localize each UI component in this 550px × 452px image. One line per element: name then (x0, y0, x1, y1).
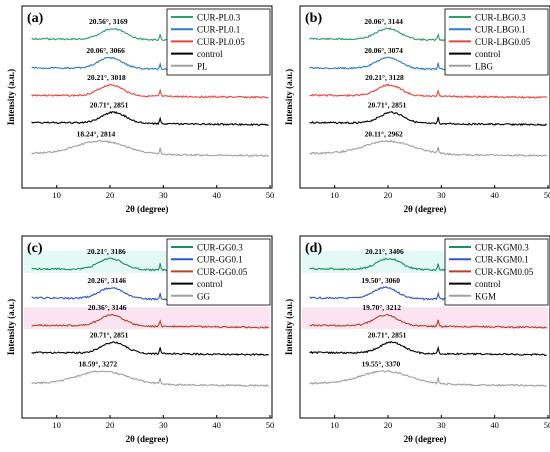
legend-label: CUR-GG0.3 (197, 243, 243, 253)
legend-label: control (475, 49, 501, 59)
peak-annotation: 20.06°, 3074 (364, 46, 403, 55)
x-tick-label: 20 (106, 420, 115, 430)
peak-annotation: 19.70°, 3212 (362, 303, 401, 312)
x-tick-label: 10 (52, 190, 61, 200)
legend-label: CUR-LBG0.3 (475, 13, 526, 23)
x-tick-label: 10 (330, 420, 339, 430)
legend-label: CUR-PL0.05 (197, 37, 245, 47)
legend-label: LBG (475, 61, 494, 71)
peak-annotation: 20.21°, 3406 (365, 247, 404, 256)
x-tick-label: 50 (266, 190, 275, 200)
legend-label: CUR-LBG0.05 (475, 37, 531, 47)
chart-panel: 20.06°, 3144 20.06°, 3074 20.21°, 3128 20.7… (284, 5, 550, 214)
peak-annotation: 20.06°, 3066 (86, 46, 125, 55)
x-tick-label: 50 (544, 190, 550, 200)
panel-label: (b) (305, 11, 322, 26)
legend-label: KGM (475, 291, 496, 301)
series-line (309, 139, 548, 158)
series-line (309, 313, 547, 329)
peak-annotation: 20.21°, 3128 (365, 73, 404, 82)
series-line (309, 83, 548, 99)
x-tick-label: 30 (437, 190, 446, 200)
x-axis-label: 2θ (degree) (404, 434, 447, 444)
peak-annotation: 20.21°, 3018 (87, 73, 126, 82)
x-tick-label: 40 (490, 190, 499, 200)
y-axis-label: Intensity (a.u.) (6, 69, 16, 125)
x-tick-label: 40 (212, 190, 221, 200)
chart-panel: 20.21°, 3186 20.26°, 3146 20.36°, 3146 20.7… (6, 235, 275, 444)
legend-label: CUR-KGM0.3 (475, 243, 529, 253)
legend-label: CUR-LBG0.1 (475, 25, 526, 35)
x-tick-label: 40 (212, 420, 221, 430)
legend-label: CUR-GG0.1 (197, 255, 243, 265)
peak-annotation: 20.26°, 3146 (87, 276, 126, 285)
x-tick-label: 50 (544, 420, 550, 430)
peak-annotation: 20.71°, 2851 (90, 330, 129, 339)
x-tick-label: 10 (52, 420, 61, 430)
peak-annotation: 18.24°, 2814 (77, 129, 116, 138)
series-line (31, 341, 269, 356)
x-tick-label: 10 (330, 190, 339, 200)
peak-annotation: 20.06°, 3144 (364, 17, 403, 26)
panel-label: (d) (305, 241, 322, 256)
legend-label: PL (197, 61, 208, 71)
series-line (31, 313, 270, 329)
legend-label: control (475, 279, 501, 289)
x-tick-label: 50 (266, 420, 275, 430)
x-tick-label: 30 (437, 420, 446, 430)
panel-label: (a) (27, 11, 44, 26)
x-tick-label: 20 (384, 190, 393, 200)
series-line (309, 369, 547, 388)
peak-annotation: 20.71°, 2851 (90, 100, 129, 109)
y-axis-label: Intensity (a.u.) (6, 299, 16, 355)
plot-frame (299, 5, 550, 189)
x-axis-label: 2θ (degree) (404, 204, 447, 214)
series-line (31, 83, 269, 99)
legend-label: CUR-GG0.05 (197, 267, 248, 277)
legend-label: control (197, 49, 223, 59)
x-tick-label: 20 (384, 420, 393, 430)
x-tick-label: 30 (159, 420, 168, 430)
legend-label: CUR-PL0.1 (197, 25, 240, 35)
x-axis-label: 2θ (degree) (126, 204, 169, 214)
plot-frame (299, 235, 550, 419)
legend-label: GG (197, 291, 210, 301)
series-line (309, 340, 547, 356)
x-tick-label: 40 (490, 420, 499, 430)
legend-label: control (197, 279, 223, 289)
panel-label: (c) (27, 241, 43, 256)
plot-frame (21, 5, 273, 189)
peak-annotation: 20.11°, 2962 (365, 129, 403, 138)
highlight-band (24, 307, 270, 330)
legend-label: CUR-PL0.3 (197, 13, 241, 23)
peak-annotation: 20.71°, 2851 (368, 100, 407, 109)
x-tick-label: 30 (159, 190, 168, 200)
y-axis-label: Intensity (a.u.) (284, 299, 294, 355)
peak-annotation: 20.71°, 2851 (368, 330, 407, 339)
peak-annotation: 20.56°, 3169 (89, 17, 128, 26)
peak-annotation: 18.59°, 3272 (78, 359, 117, 368)
series-line (31, 139, 269, 158)
peak-annotation: 20.36°, 3146 (88, 303, 127, 312)
chart-panel: 20.21°, 3406 19.50°, 3060 19.70°, 3212 20.7… (284, 235, 550, 444)
x-tick-label: 20 (106, 190, 115, 200)
series-line (31, 110, 269, 127)
peak-annotation: 20.21°, 3186 (87, 247, 126, 256)
plot-frame (21, 235, 273, 419)
x-axis-label: 2θ (degree) (126, 434, 169, 444)
legend-label: CUR-KGM0.05 (475, 267, 534, 277)
peak-annotation: 19.50°, 3060 (361, 276, 400, 285)
chart-panel: 20.56°, 3169 20.06°, 3066 20.21°, 3018 20.7… (6, 5, 275, 214)
series-line (31, 370, 269, 388)
legend-label: CUR-KGM0.1 (475, 255, 529, 265)
series-line (309, 111, 548, 127)
peak-annotation: 19.55°, 3370 (362, 359, 401, 368)
y-axis-label: Intensity (a.u.) (284, 69, 294, 125)
